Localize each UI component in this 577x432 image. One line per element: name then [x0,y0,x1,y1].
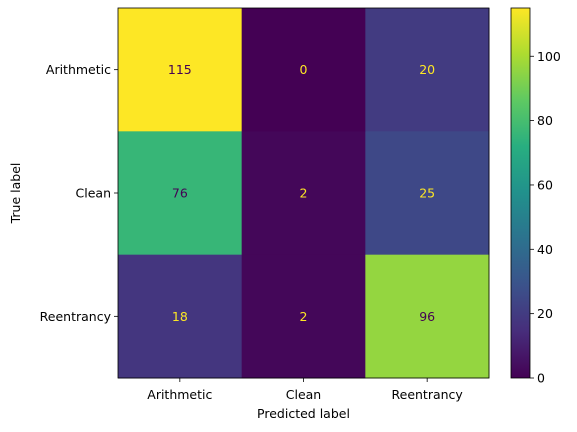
cell-value-label: 2 [300,309,308,324]
heatmap-cell [365,254,490,379]
cell-value-label: 2 [300,186,308,201]
heatmap-cell [365,131,490,256]
cell-value-label: 96 [419,309,435,324]
heatmap-cell [241,8,366,132]
cell-value-label: 20 [419,62,435,77]
colorbar-tick-label: 40 [537,242,553,257]
x-tick-label: Reentrancy [392,387,464,402]
y-axis-ticks: Arithmetic Clean Reentrancy [40,62,118,324]
colorbar-tick-label: 60 [537,177,553,192]
x-axis-ticks: Arithmetic Clean Reentrancy [147,378,463,402]
colorbar-ticks: 0 20 40 60 80 100 [530,49,561,386]
heatmap-cell [241,254,366,379]
colorbar-tick-label: 80 [537,113,553,128]
y-tick-label: Arithmetic [46,62,111,77]
cell-value-label: 18 [172,309,188,324]
cell-value-label: 115 [168,62,192,77]
heatmap-cell [365,8,490,132]
cell-value-label: 76 [172,186,188,201]
heatmap-cells: 115 0 20 76 2 25 18 2 96 [118,8,490,379]
colorbar-tick-label: 0 [537,371,545,386]
colorbar-frame [510,7,531,379]
cell-value-label: 25 [419,186,435,201]
x-tick-label: Clean [286,387,321,402]
colorbar-gradient [511,8,530,378]
heatmap-cell [241,131,366,256]
colorbar: 0 20 40 60 80 100 [510,7,561,386]
heatmap-cell [118,254,243,379]
heatmap-cell [118,8,243,132]
x-axis-label: Predicted label [257,406,350,421]
colorbar-tick-label: 100 [537,49,561,64]
heatmap-cell [118,131,243,256]
x-tick-label: Arithmetic [147,387,212,402]
colorbar-tick-label: 20 [537,306,553,321]
y-axis-label: True label [8,163,23,225]
y-tick-label: Reentrancy [40,309,112,324]
y-tick-label: Clean [76,186,111,201]
cell-value-label: 0 [300,62,308,77]
